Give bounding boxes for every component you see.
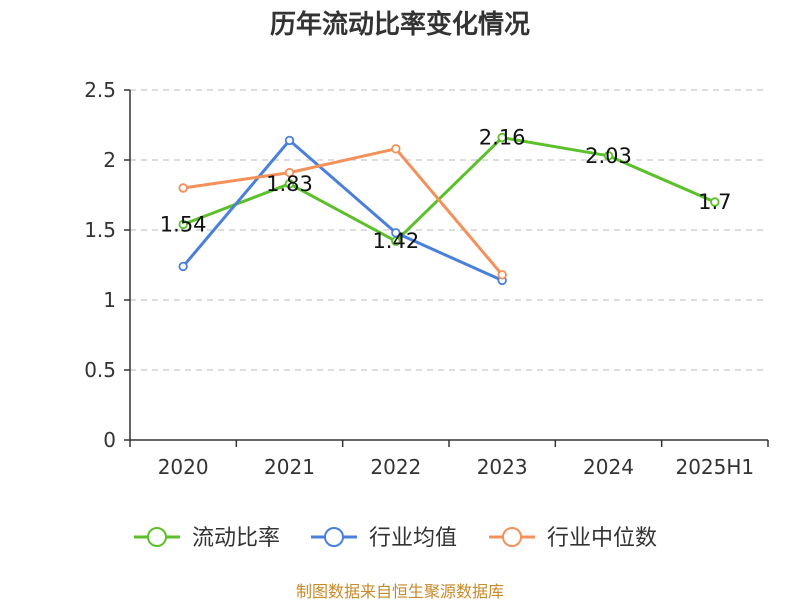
legend-item[interactable]: 流动比率 bbox=[134, 526, 280, 551]
legend-item[interactable]: 行业中位数 bbox=[489, 526, 657, 551]
legend-marker bbox=[502, 527, 522, 547]
series-line bbox=[182, 147, 504, 276]
chart-title: 历年流动比率变化情况 bbox=[269, 10, 530, 40]
data-point bbox=[178, 219, 188, 230]
data-label: 1.7 bbox=[698, 190, 731, 214]
series-line bbox=[182, 138, 503, 282]
data-point bbox=[497, 132, 507, 143]
data-label: 1.54 bbox=[160, 212, 207, 236]
legend-item[interactable]: 行业均值 bbox=[311, 526, 457, 551]
y-tick-label: 1 bbox=[103, 288, 116, 312]
y-tick-label: 2 bbox=[103, 148, 116, 172]
data-label: 2.03 bbox=[585, 144, 632, 168]
axes: 0 0.5 1 1.5 2 2.5 2020 2021 2022 2023 2024 2025H1 bbox=[84, 78, 769, 479]
data-point bbox=[284, 167, 295, 178]
series-line bbox=[182, 136, 716, 243]
data-point bbox=[391, 144, 401, 154]
data-point bbox=[497, 270, 507, 280]
data-point bbox=[391, 228, 401, 238]
y-tick-label: 0 bbox=[103, 428, 116, 452]
x-tick-label: 2020 bbox=[158, 455, 209, 479]
data-point bbox=[603, 151, 614, 161]
x-tick-label: 2022 bbox=[370, 455, 421, 479]
legend[interactable]: 流动比率 行业均值 行业中位数 bbox=[134, 526, 657, 551]
data-point bbox=[178, 183, 188, 193]
grid-lines bbox=[130, 89, 768, 371]
data-label: 1.83 bbox=[266, 172, 313, 196]
x-tick-label: 2025H1 bbox=[675, 455, 754, 479]
y-tick-label: 2.5 bbox=[84, 78, 116, 102]
legend-marker bbox=[324, 527, 344, 547]
y-tick-label: 0.5 bbox=[84, 358, 116, 382]
data-point bbox=[284, 135, 295, 146]
data-label: 2.16 bbox=[479, 126, 526, 150]
y-tick-label: 1.5 bbox=[84, 218, 116, 242]
data-point bbox=[284, 179, 295, 189]
legend-marker bbox=[147, 527, 167, 547]
x-tick-label: 2023 bbox=[477, 455, 528, 479]
legend-label: 行业中位数 bbox=[547, 526, 657, 551]
x-tick-label: 2024 bbox=[583, 455, 634, 479]
data-point bbox=[178, 261, 188, 272]
data-label: 1.42 bbox=[372, 229, 419, 253]
data-point bbox=[710, 197, 720, 207]
source-note: 制图数据来自恒生聚源数据库 bbox=[295, 582, 504, 601]
data-labels: 1.54 1.83 1.42 2.16 2.03 1.7 bbox=[160, 126, 732, 254]
legend-label: 行业均值 bbox=[369, 526, 457, 551]
legend-label: 流动比率 bbox=[192, 526, 280, 551]
x-tick-label: 2021 bbox=[264, 455, 315, 479]
series-lines bbox=[178, 132, 720, 286]
